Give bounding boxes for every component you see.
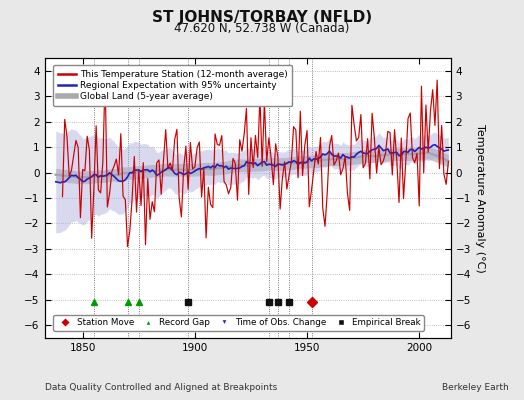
Text: Data Quality Controlled and Aligned at Breakpoints: Data Quality Controlled and Aligned at B… xyxy=(45,383,277,392)
Legend: Station Move, Record Gap, Time of Obs. Change, Empirical Break: Station Move, Record Gap, Time of Obs. C… xyxy=(53,315,424,331)
Text: ST JOHNS/TORBAY (NFLD): ST JOHNS/TORBAY (NFLD) xyxy=(152,10,372,25)
Y-axis label: Temperature Anomaly (°C): Temperature Anomaly (°C) xyxy=(475,124,485,272)
Text: Berkeley Earth: Berkeley Earth xyxy=(442,383,508,392)
Text: 47.620 N, 52.738 W (Canada): 47.620 N, 52.738 W (Canada) xyxy=(174,22,350,35)
